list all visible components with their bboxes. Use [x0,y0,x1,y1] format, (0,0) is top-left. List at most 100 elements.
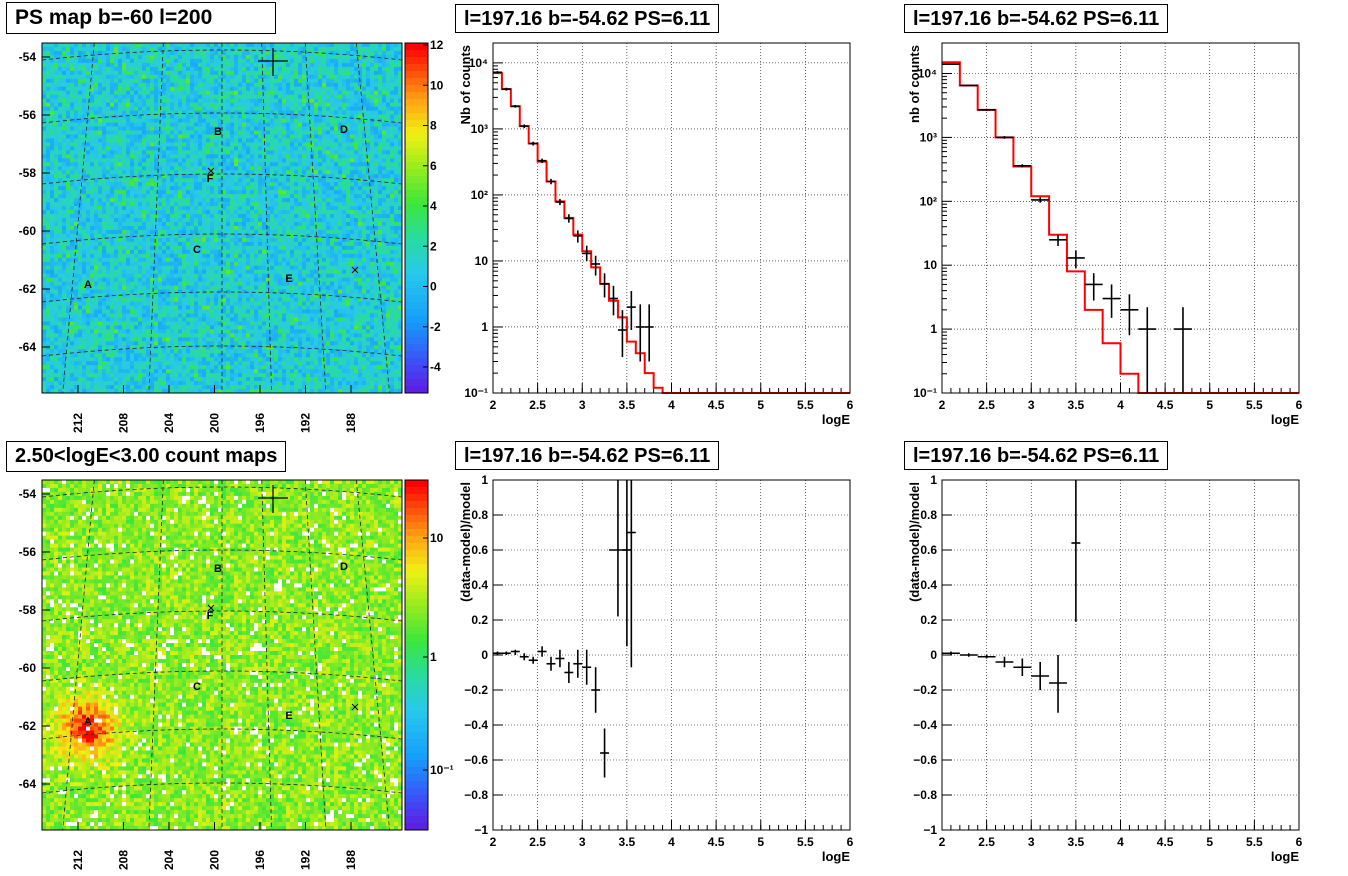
map-cell [162,146,167,151]
map-cell [186,154,191,159]
map-cell [190,138,195,143]
map-cell [190,249,195,255]
map-cell [102,154,107,159]
map-cell [334,218,339,223]
map-cell [66,118,71,123]
map-cell [138,249,143,255]
map-cell [290,43,295,48]
map-cell [254,202,259,207]
map-cell [182,150,187,155]
map-cell [314,237,319,243]
map-cell [166,170,171,175]
map-cell [346,70,351,76]
map-cell [70,46,75,52]
map-cell [134,162,139,167]
map-cell [366,229,371,235]
map-cell [338,210,343,215]
map-cell [218,138,223,143]
map-cell [354,237,359,243]
map-cell [278,162,283,167]
map-cell [158,58,163,64]
map-cell [142,257,147,263]
map-cell [282,102,287,108]
map-cell [362,186,367,191]
map-cell [182,142,187,147]
map-cell [294,62,299,68]
map-cell [354,170,359,175]
map-cell [290,98,295,104]
map-cell [262,154,267,159]
map-cell [394,138,399,143]
map-cell [102,150,107,155]
map-cell [86,237,91,243]
map-cell [78,170,83,175]
map-cell [322,178,327,183]
map-cell [74,138,79,143]
map-cell [270,253,275,259]
map-cell [262,253,267,259]
map-cell [234,190,239,195]
map-cell [94,245,99,251]
map-cell [326,98,331,104]
map-cell [250,74,255,80]
map-cell [182,134,187,139]
map-cell [126,194,131,199]
map-cell [162,98,167,104]
map-cell [50,154,55,159]
map-cell [58,58,63,64]
map-cell [254,90,259,96]
map-cell [310,194,315,199]
map-cell [86,50,91,56]
map-cell [50,182,55,187]
map-cell [282,46,287,52]
map-cell [182,102,187,108]
map-cell [374,245,379,251]
map-cell [78,253,83,259]
map-cell [102,70,107,76]
map-cell [42,46,47,52]
map-cell [394,241,399,247]
map-cell [362,90,367,96]
map-cell [214,118,219,123]
map-cell [170,46,175,52]
map-cell [102,126,107,131]
map-cell [122,241,127,247]
map-cell [142,174,147,179]
map-cell [350,218,355,223]
map-cell [242,70,247,76]
map-cell [102,190,107,195]
map-cell [110,257,115,263]
map-cell [338,198,343,203]
map-cell [114,198,119,203]
map-cell [214,206,219,211]
map-cell [230,58,235,64]
map-cell [314,66,319,72]
map-cell [394,126,399,131]
map-cell [126,221,131,227]
map-cell [270,178,275,183]
map-cell [358,110,363,115]
map-cell [130,70,135,76]
map-cell [266,98,271,104]
map-cell [78,229,83,235]
map-cell [242,174,247,179]
map-cell [166,186,171,191]
map-cell [54,206,59,211]
map-cell [114,202,119,207]
map-cell [234,162,239,167]
map-cell [134,118,139,123]
map-cell [354,249,359,255]
map-cell [150,110,155,115]
map-cell [214,50,219,56]
map-cell [90,102,95,108]
map-cell [362,106,367,112]
map-cell [338,58,343,64]
map-cell [122,43,127,48]
map-cell [338,134,343,139]
map-cell [126,202,131,207]
map-cell [286,182,291,187]
map-cell [390,94,395,100]
map-cell [262,146,267,151]
map-cell [98,261,103,267]
map-cell [102,78,107,84]
